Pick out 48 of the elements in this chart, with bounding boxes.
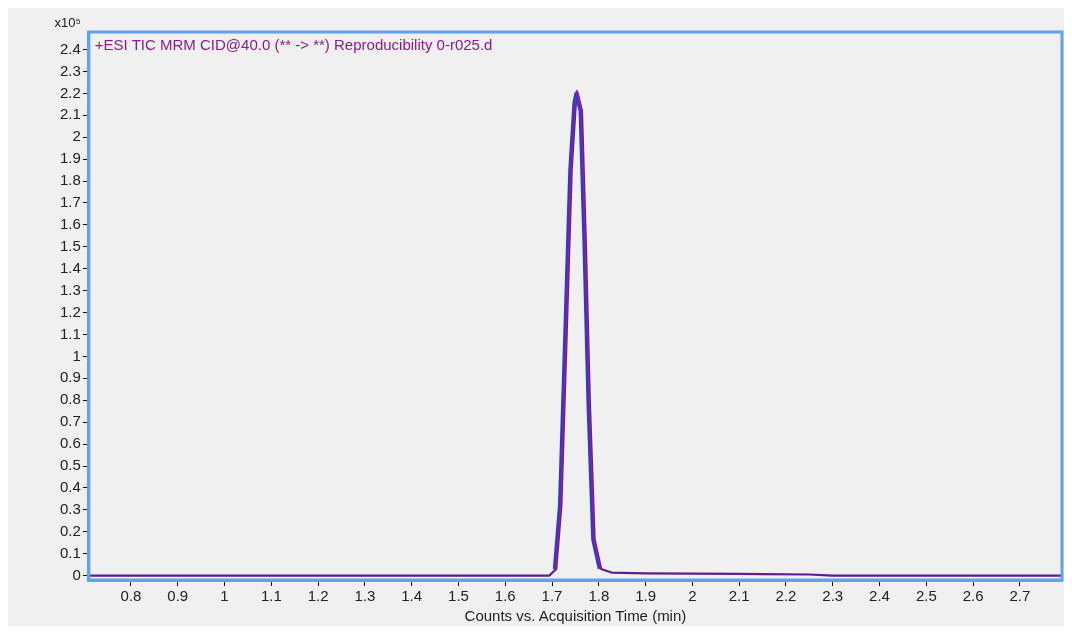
- y-tick-label: 0.1: [59, 543, 81, 561]
- x-tick-label: 1.8: [588, 587, 610, 605]
- y-tick-label: 1.6: [59, 215, 81, 233]
- y-tick-label: 0.3: [59, 500, 81, 517]
- y-tick-label: 0.4: [59, 478, 81, 496]
- y-tick-label: 1.1: [59, 324, 81, 342]
- x-tick-label: 2.3: [822, 587, 844, 605]
- y-tick-label: 1.2: [59, 302, 81, 320]
- x-tick-label: 1.7: [541, 587, 563, 605]
- y-tick-label: 0.2: [59, 521, 81, 539]
- y-axis-title: x10⁵: [54, 15, 81, 31]
- x-tick-label: 1.1: [260, 587, 282, 605]
- y-tick-label: 1.8: [59, 171, 81, 189]
- x-tick-label: 1.4: [401, 587, 423, 605]
- x-tick-label: 0.9: [167, 587, 189, 605]
- x-tick-label: 1.9: [635, 587, 657, 605]
- y-tick-label: 1.5: [59, 236, 81, 254]
- chart-title: +ESI TIC MRM CID@40.0 (** -> **) Reproducibility 0-r025.d: [94, 35, 493, 53]
- y-tick-label: 1.3: [59, 280, 81, 298]
- x-tick-label: 1.3: [354, 587, 376, 605]
- y-tick-label: 2.1: [59, 105, 81, 123]
- x-tick-label: 2.2: [775, 587, 797, 605]
- x-tick-label: 2.7: [1009, 587, 1031, 605]
- x-tick-label: 2.5: [915, 587, 937, 605]
- x-tick-label: 1.6: [494, 587, 516, 605]
- x-tick-label: 2: [688, 587, 697, 605]
- y-tick-label: 2.4: [59, 39, 81, 57]
- y-tick-label: 0.5: [59, 456, 81, 474]
- y-tick-label: 2: [72, 127, 81, 145]
- x-axis-title: Counts vs. Acquisition Time (min): [464, 607, 687, 625]
- y-tick-label: 1.4: [59, 258, 81, 276]
- y-tick-label: 2.2: [59, 83, 81, 101]
- y-tick-label: 0.8: [59, 390, 81, 408]
- x-tick-label: 1.2: [307, 587, 329, 605]
- x-tick-label: 2.4: [869, 587, 890, 605]
- y-tick-label: 1.9: [59, 149, 81, 167]
- y-tick-label: 2.3: [59, 61, 81, 79]
- x-tick-label: 1.5: [448, 587, 469, 605]
- y-tick-label: 0: [72, 565, 81, 583]
- x-tick-label: 1: [220, 587, 229, 605]
- x-tick-label: 0.8: [120, 587, 142, 605]
- y-tick-label: 0.7: [59, 412, 81, 430]
- y-tick-label: 1.7: [59, 193, 81, 211]
- y-tick-label: 0.9: [59, 368, 81, 386]
- y-tick-label: 1: [72, 346, 81, 364]
- x-tick-label: 2.6: [962, 587, 984, 605]
- y-tick-label: 0.6: [59, 434, 81, 452]
- x-tick-label: 2.1: [728, 587, 750, 605]
